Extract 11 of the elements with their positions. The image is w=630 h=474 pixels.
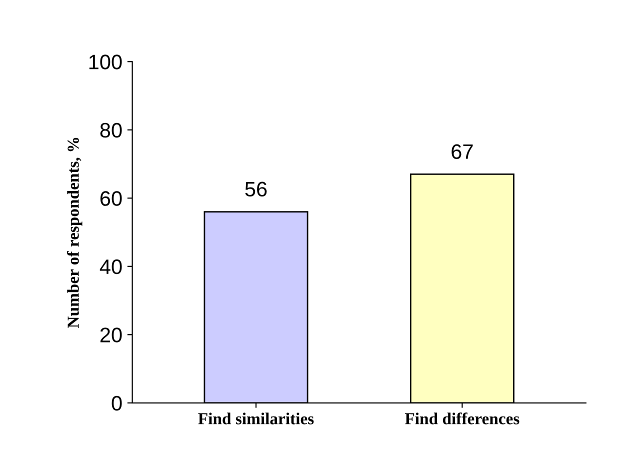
y-tick-label: 20 <box>100 328 122 342</box>
x-tick-label: Find differences <box>404 412 520 424</box>
y-tick-label: 60 <box>100 191 122 206</box>
x-tick-label: Find similarities <box>198 412 314 424</box>
data-label: 56 <box>245 182 267 197</box>
y-tick-label: 100 <box>89 54 122 70</box>
y-tick-label: 0 <box>112 396 122 411</box>
y-axis-title: Number of respondents, % <box>66 138 82 328</box>
data-label: 67 <box>452 144 473 160</box>
y-tick-label: 40 <box>100 259 122 274</box>
y-tick-label: 80 <box>100 122 122 138</box>
